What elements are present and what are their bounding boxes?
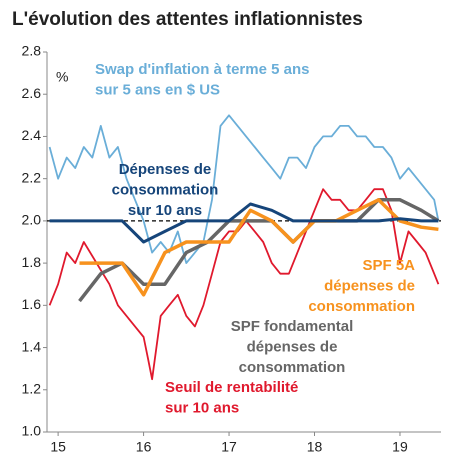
x-tick-label: 17 [221, 439, 237, 455]
y-tick-label: 1.0 [22, 423, 42, 439]
y-tick-label: 2.0 [22, 212, 42, 228]
series-label: dépenses de [247, 338, 338, 355]
y-tick-label: 2.4 [22, 127, 42, 143]
x-tick-label: 16 [136, 439, 152, 455]
y-tick-label: 2.2 [22, 169, 42, 185]
x-tick-label: 18 [307, 439, 323, 455]
x-tick-label: 15 [50, 439, 66, 455]
y-tick-label: 1.4 [22, 338, 42, 354]
series-label: sur 10 ans [128, 202, 202, 219]
y-tick-label: 1.2 [22, 380, 42, 396]
series-label: sur 10 ans [165, 399, 239, 416]
series-label: consommation [112, 181, 219, 198]
y-tick-label: 1.6 [22, 296, 42, 312]
series-label: Seuil de rentabilité [165, 379, 298, 396]
series-label: SPF 5A [362, 257, 415, 274]
series-line [78, 198, 440, 303]
series-line [49, 202, 439, 244]
series-label: sur 5 ans en $ US [95, 81, 220, 98]
y-tick-label: 1.8 [22, 254, 42, 270]
y-tick-label: 2.6 [22, 85, 42, 101]
series-line [79, 198, 439, 297]
chart-title: L'évolution des attentes inflationnistes [12, 9, 363, 30]
series-label: consommation [308, 298, 415, 315]
series-label: Dépenses de [119, 161, 212, 178]
series-label: dépenses de [324, 277, 415, 294]
series-line [48, 114, 440, 264]
x-tick-label: 19 [392, 439, 408, 455]
series-label: consommation [239, 359, 346, 376]
series-label: Swap d'inflation à terme 5 ans [95, 61, 309, 78]
series-label: SPF fondamental [231, 318, 354, 335]
y-tick-label: 2.8 [22, 43, 42, 59]
y-unit: % [56, 69, 68, 85]
